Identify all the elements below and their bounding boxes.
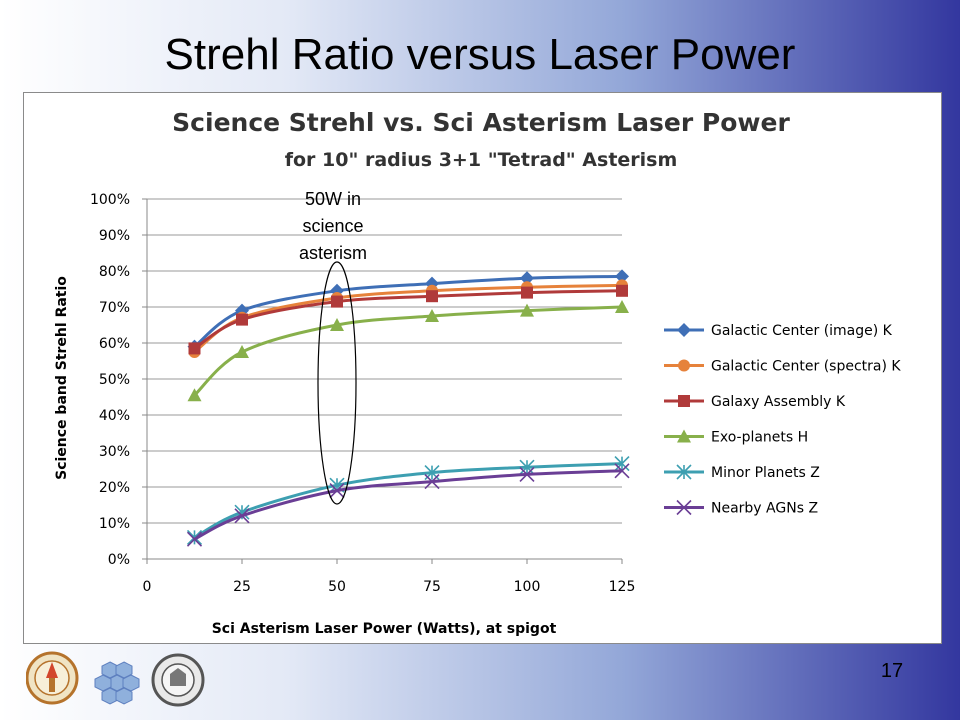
annotation-50w: 50W in science asterism: [299, 189, 367, 505]
legend-item: Galactic Center (spectra) K: [664, 359, 901, 375]
data-point: [614, 463, 630, 479]
y-tick-label: 30%: [99, 444, 130, 460]
y-axis-label: Science band Strehl Ratio: [54, 276, 70, 480]
legend-item: Nearby AGNs Z: [664, 499, 818, 517]
chart-panel: Science Strehl vs. Sci Asterism Laser Po…: [23, 92, 942, 644]
x-tick-label: 125: [609, 579, 636, 595]
legend-item: Minor Planets Z: [664, 464, 820, 481]
legend-label: Galactic Center (spectra) K: [711, 359, 901, 375]
y-tick-label: 90%: [99, 228, 130, 244]
y-tick-label: 0%: [108, 552, 130, 568]
x-tick-label: 75: [423, 579, 441, 595]
y-tick-label: 80%: [99, 264, 130, 280]
data-point: [186, 531, 203, 547]
y-tick-label: 60%: [99, 336, 130, 352]
uc-seal-icon: [151, 653, 205, 707]
data-point: [520, 303, 534, 317]
annotation-text-line: asterism: [299, 243, 367, 263]
series-line: [193, 289, 623, 350]
x-axis-label: Sci Asterism Laser Power (Watts), at spi…: [212, 621, 557, 637]
data-point: [234, 508, 250, 524]
data-point: [187, 388, 202, 402]
data-point: [186, 529, 203, 545]
x-tick-label: 25: [233, 579, 251, 595]
x-tick-label: 0: [143, 579, 152, 595]
series-line: [193, 305, 623, 397]
chart-title: Science Strehl vs. Sci Asterism Laser Po…: [172, 108, 790, 137]
data-point: [676, 499, 692, 516]
data-point: [616, 284, 628, 297]
legend-item: Exo-planets H: [664, 429, 808, 446]
data-point: [425, 309, 439, 322]
gridlines: [147, 198, 622, 524]
legend-label: Exo-planets H: [711, 430, 808, 446]
logo-bar: [25, 648, 206, 714]
series-nearby-agns-z: [186, 463, 630, 547]
y-tick-label: 40%: [99, 408, 130, 424]
data-point: [330, 318, 344, 331]
data-point: [677, 429, 691, 443]
annotation-ellipse: [317, 261, 357, 505]
y-tick-labels: 0% 10% 20% 30% 40% 50% 60% 70% 80% 90% 100%: [90, 192, 130, 568]
data-point: [676, 464, 692, 480]
series-galaxy-assembly-k: [188, 284, 628, 355]
hexagon-mirror-logo-icon: [94, 661, 140, 705]
data-point: [678, 395, 690, 407]
strehl-chart: Science Strehl vs. Sci Asterism Laser Po…: [54, 108, 901, 637]
x-tick-label: 100: [514, 579, 541, 595]
data-point: [615, 269, 629, 284]
series-line: [193, 462, 623, 539]
data-point: [426, 290, 438, 303]
chart-subtitle: for 10" radius 3+1 "Tetrad" Asterism: [285, 149, 678, 171]
data-point: [329, 483, 345, 499]
y-tick-label: 50%: [99, 372, 130, 388]
data-point: [677, 323, 691, 337]
data-point: [188, 342, 201, 355]
legend-label: Minor Planets Z: [711, 465, 820, 481]
caltech-seal-icon: [25, 651, 79, 705]
annotation-text-line: science: [302, 216, 363, 236]
legend-label: Galaxy Assembly K: [711, 394, 846, 410]
data-point: [236, 313, 248, 326]
series-lines: [186, 269, 630, 547]
legend: Galactic Center (image) K Galactic Center…: [664, 323, 901, 517]
data-point: [521, 286, 533, 299]
data-point: [614, 456, 630, 472]
x-tick-label: 50: [328, 579, 346, 595]
data-point: [235, 345, 249, 358]
y-tick-label: 10%: [99, 516, 130, 532]
axes: [142, 198, 623, 564]
data-point: [678, 359, 690, 372]
y-tick-label: 100%: [90, 192, 130, 208]
slide-title: Strehl Ratio versus Laser Power: [164, 30, 796, 79]
series-minor-planets-z: [186, 456, 630, 545]
data-point: [519, 466, 535, 482]
data-point: [424, 474, 440, 490]
y-tick-label: 70%: [99, 300, 130, 316]
legend-label: Galactic Center (image) K: [711, 323, 893, 339]
data-point: [519, 459, 535, 475]
legend-label: Nearby AGNs Z: [711, 501, 818, 517]
series-exo-planets-h: [187, 300, 629, 402]
annotation-text-line: 50W in: [305, 189, 361, 209]
data-point: [520, 271, 534, 286]
page-number: 17: [880, 660, 904, 682]
x-tick-labels: 0 25 50 75 100 125: [143, 579, 636, 595]
y-tick-label: 20%: [99, 480, 130, 496]
series-galactic-center-image-k: [187, 269, 629, 354]
data-point: [331, 295, 343, 308]
legend-item: Galactic Center (image) K: [664, 323, 893, 339]
data-point: [615, 300, 629, 313]
legend-item: Galaxy Assembly K: [664, 394, 846, 410]
